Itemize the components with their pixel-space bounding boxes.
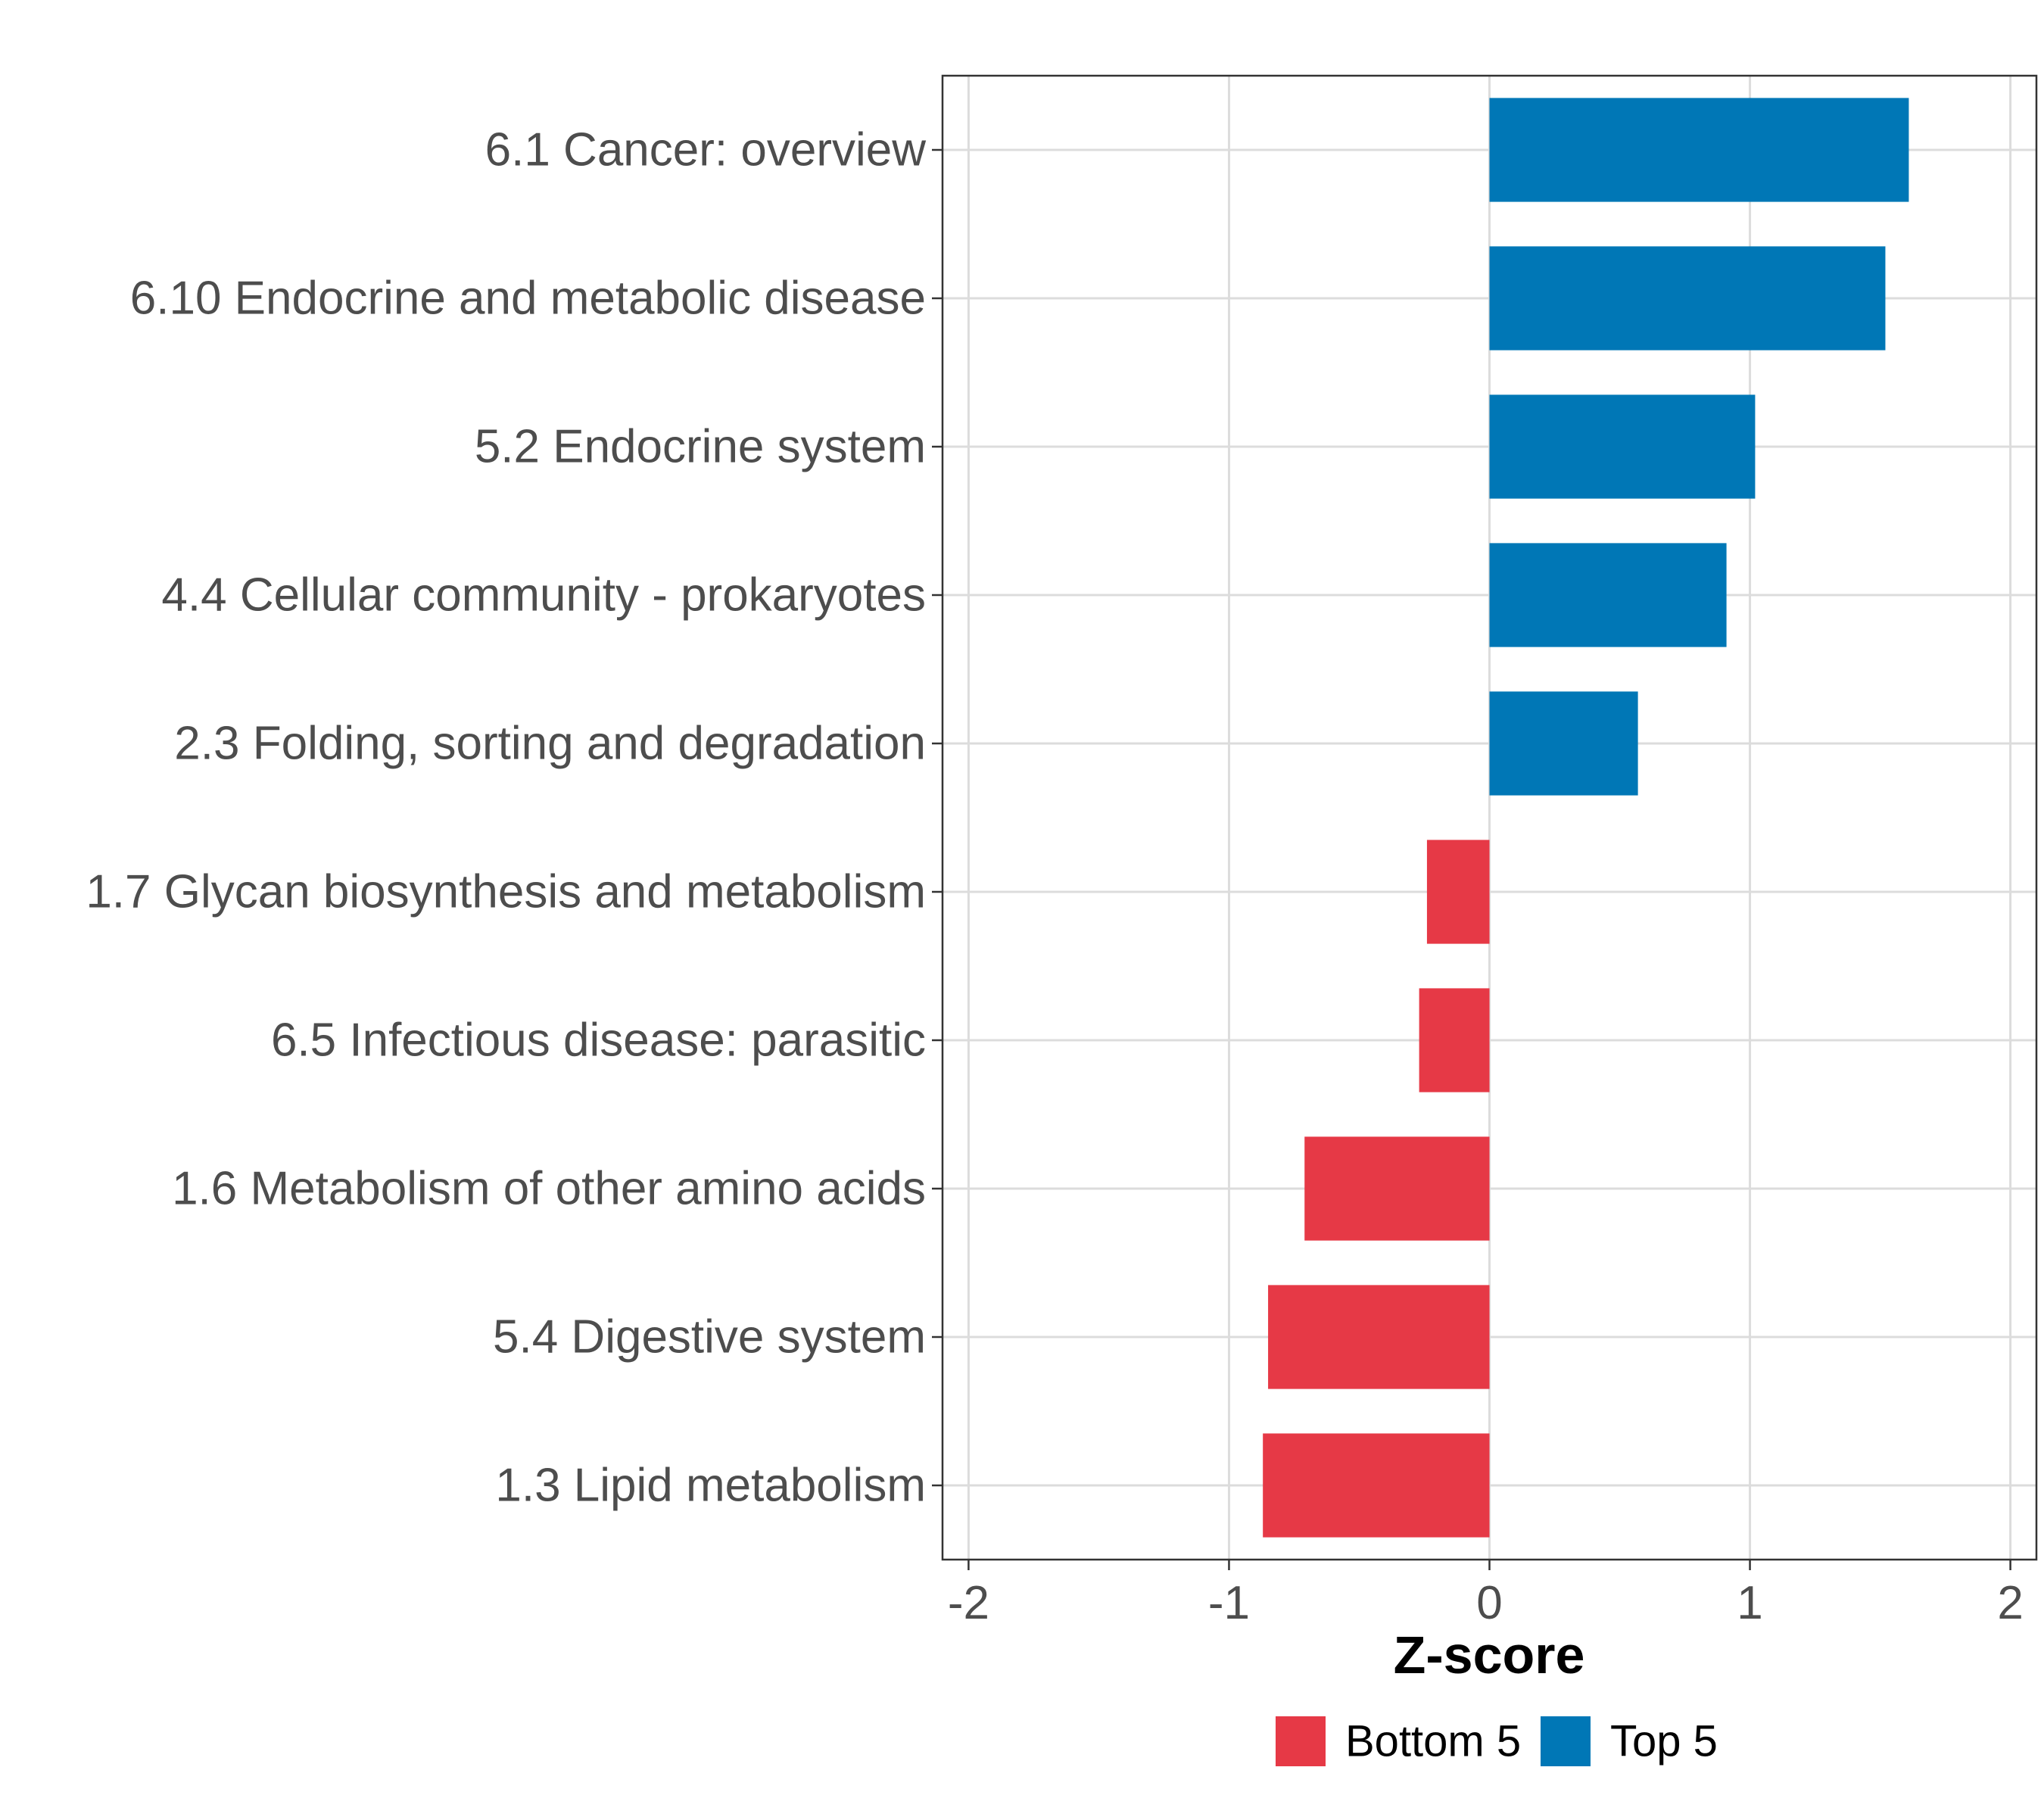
y-tick-label: 4.4 Cellular community - prokaryotes bbox=[161, 569, 926, 622]
y-tick-label: 5.2 Endocrine system bbox=[475, 421, 926, 473]
x-tick-label: 2 bbox=[1997, 1577, 2023, 1629]
y-tick-label: 1.3 Lipid metabolism bbox=[495, 1460, 926, 1512]
y-tick-label: 1.7 Glycan biosynthesis and metabolism bbox=[86, 866, 926, 918]
legend: Bottom 5 Top 5 bbox=[1276, 1716, 1718, 1766]
legend-key bbox=[1541, 1716, 1591, 1766]
x-axis: -2 -1 0 1 2 bbox=[948, 1560, 2024, 1629]
x-axis-title: Z-score bbox=[1394, 1625, 1585, 1685]
bar bbox=[1419, 988, 1490, 1092]
bar bbox=[1489, 394, 1756, 499]
bar bbox=[1304, 1136, 1490, 1241]
bar bbox=[1489, 98, 1909, 202]
legend-label: Top 5 bbox=[1610, 1717, 1718, 1766]
bar bbox=[1426, 840, 1490, 944]
bar bbox=[1489, 543, 1727, 647]
x-tick-label: -2 bbox=[948, 1577, 989, 1629]
bar bbox=[1489, 691, 1638, 796]
y-tick-label: 5.4 Digestive system bbox=[493, 1311, 926, 1364]
y-tick-label: 6.1 Cancer: overview bbox=[485, 124, 927, 176]
bar bbox=[1263, 1433, 1490, 1538]
y-tick-label: 1.6 Metabolism of other amino acids bbox=[172, 1163, 926, 1215]
bar bbox=[1268, 1285, 1490, 1389]
legend-label: Bottom 5 bbox=[1345, 1717, 1521, 1766]
x-tick-label: 0 bbox=[1476, 1577, 1502, 1629]
legend-key bbox=[1276, 1716, 1326, 1766]
y-tick-label: 2.3 Folding, sorting and degradation bbox=[174, 718, 926, 770]
y-tick-label: 6.10 Endocrine and metabolic disease bbox=[130, 273, 926, 325]
y-tick-label: 6.5 Infectious disease: parasitic bbox=[271, 1014, 926, 1067]
bars bbox=[1263, 98, 1909, 1538]
bar bbox=[1489, 246, 1886, 351]
x-tick-label: -1 bbox=[1208, 1577, 1250, 1629]
y-axis: 6.1 Cancer: overview 6.10 Endocrine and m… bbox=[86, 124, 943, 1512]
x-tick-label: 1 bbox=[1737, 1577, 1762, 1629]
